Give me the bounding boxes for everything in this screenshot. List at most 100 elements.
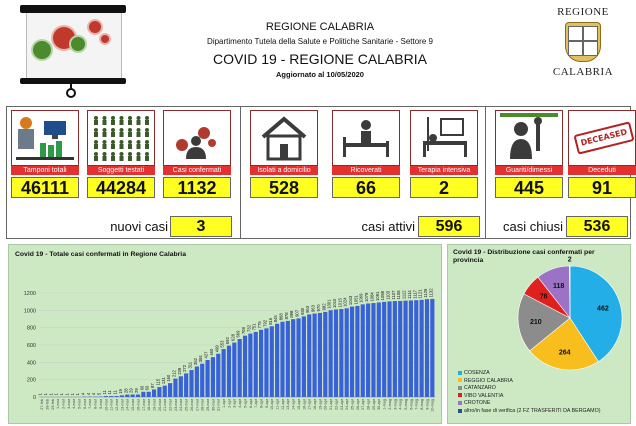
terapia-value: 2: [410, 177, 478, 198]
bar: [189, 370, 194, 397]
bar-value-label: 669: [236, 330, 241, 338]
legend-entry: COSENZA: [458, 370, 490, 376]
isolati-value: 528: [250, 177, 318, 198]
x-tick-label: 12-apr: [281, 398, 285, 410]
bar-value-label: 160: [166, 374, 171, 382]
x-tick-label: 20-apr: [324, 398, 328, 410]
virus-icon: [26, 13, 122, 80]
y-tick-label: 0: [33, 395, 36, 401]
x-tick-label: 10-apr: [270, 398, 274, 410]
x-tick-label: 15-apr: [297, 398, 301, 410]
bar-value-label: 878: [284, 312, 289, 320]
bar: [301, 316, 306, 397]
coat-shield-icon: [565, 22, 601, 62]
bar-value-label: 1010: [332, 298, 337, 308]
legend-label: CATANZARO: [464, 385, 496, 392]
x-tick-label: 14-mar: [126, 398, 130, 411]
hospital-bed-icon: [332, 110, 400, 166]
guariti-label: Guariti/dimessi: [495, 166, 563, 175]
bar-value-label: 1024: [343, 297, 348, 307]
bar: [398, 300, 403, 397]
bar: [344, 308, 349, 397]
bar: [242, 335, 248, 397]
bar: [403, 300, 408, 397]
bar: [248, 333, 253, 397]
bar-value-label: 11: [102, 390, 107, 395]
x-tick-label: 9-apr: [265, 398, 269, 408]
x-tick-label: 7-mag: [415, 399, 419, 410]
pie-value-label: 264: [559, 349, 571, 356]
confermati-value: 1132: [163, 177, 231, 198]
bar: [307, 314, 312, 397]
y-tick-label: 1000: [24, 308, 36, 314]
bar: [157, 387, 162, 397]
bar-value-label: 427: [204, 351, 209, 359]
nuovi-casi-value: 3: [170, 216, 232, 237]
x-tick-label: 8-mar: [94, 398, 98, 409]
bar-value-label: 898: [289, 310, 294, 318]
bar-value-label: 1108: [396, 290, 401, 300]
bar-value-label: 1: [43, 392, 48, 395]
tamponi-value: 46111: [11, 177, 79, 198]
bar-value-label: 792: [262, 319, 267, 327]
y-tick-label: 800: [27, 326, 36, 332]
bar-value-label: 19: [118, 389, 123, 394]
bar-value-label: 239: [177, 367, 182, 375]
x-tick-label: 1-apr: [222, 398, 226, 408]
x-tick-label: 2-apr: [227, 398, 231, 408]
casi-chiusi-label: casi chiusi: [503, 219, 563, 234]
bar-value-label: 1: [48, 392, 53, 395]
bar-value-label: 115: [155, 378, 160, 385]
bar: [419, 299, 424, 397]
x-tick-label: 31-mar: [217, 398, 221, 411]
y-tick-label: 400: [27, 360, 36, 366]
bar-value-label: 1079: [364, 292, 369, 302]
bar-value-label: 1103: [386, 290, 391, 300]
bar: [317, 312, 323, 397]
x-tick-label: 3-mag: [393, 399, 397, 410]
bar: [339, 309, 344, 397]
x-tick-label: 25-mar: [185, 398, 189, 411]
bar-value-label: 1: [38, 392, 43, 395]
bar-value-label: 352: [193, 357, 198, 365]
pie-value-label: 2: [568, 257, 572, 264]
ricoverati-value: 66: [332, 177, 400, 198]
bar-value-label: 1: [59, 392, 64, 395]
deceduti-value: 91: [568, 177, 636, 198]
casi-chiusi-value: 536: [566, 216, 628, 237]
x-tick-label: 19-mar: [152, 398, 156, 411]
bar-value-label: 751: [252, 323, 257, 331]
pie-chart-panel: Covid 19 - Distribuzione casi confermati…: [447, 244, 631, 424]
bar-value-label: 1001: [327, 299, 332, 309]
bar-value-label: 1114: [407, 290, 412, 299]
bar: [135, 394, 141, 397]
pie-value-label: 76: [540, 294, 548, 301]
bar-value-label: 1098: [380, 290, 385, 300]
bar: [125, 394, 130, 397]
pie-chart-title: Covid 19 - Distribuzione casi confermati…: [453, 249, 595, 264]
bar-value-label: 1015: [337, 298, 342, 308]
bar-value-label: 1091: [375, 291, 380, 301]
bar-value-label: 1121: [418, 289, 423, 299]
bar: [205, 359, 210, 397]
confermati-label: Casi confermati: [163, 166, 231, 175]
bar-value-label: 816: [268, 317, 273, 325]
x-tick-label: 17-apr: [308, 398, 312, 410]
page-title: COVID 19 - REGIONE CALABRIA: [213, 51, 427, 67]
bar-value-label: 592: [225, 337, 230, 345]
x-tick-label: 30-apr: [377, 398, 381, 410]
x-tick-label: 12-mar: [115, 398, 119, 411]
tested-people-icon: [87, 110, 155, 166]
bar-value-label: 1043: [348, 295, 353, 305]
bar: [392, 301, 397, 397]
bar: [226, 345, 232, 397]
legend-entry: altro/in fase di verifica (2 FZ TRASFERI…: [458, 408, 600, 414]
x-tick-label: 10-mag: [431, 399, 435, 412]
pie-value-label: 118: [553, 283, 564, 290]
bar-value-label: 963: [311, 304, 316, 312]
bar: [200, 363, 205, 397]
x-tick-label: 26-mar: [190, 398, 194, 411]
bar-value-label: 628: [230, 333, 235, 341]
bar: [371, 303, 376, 397]
bar: [323, 311, 328, 397]
